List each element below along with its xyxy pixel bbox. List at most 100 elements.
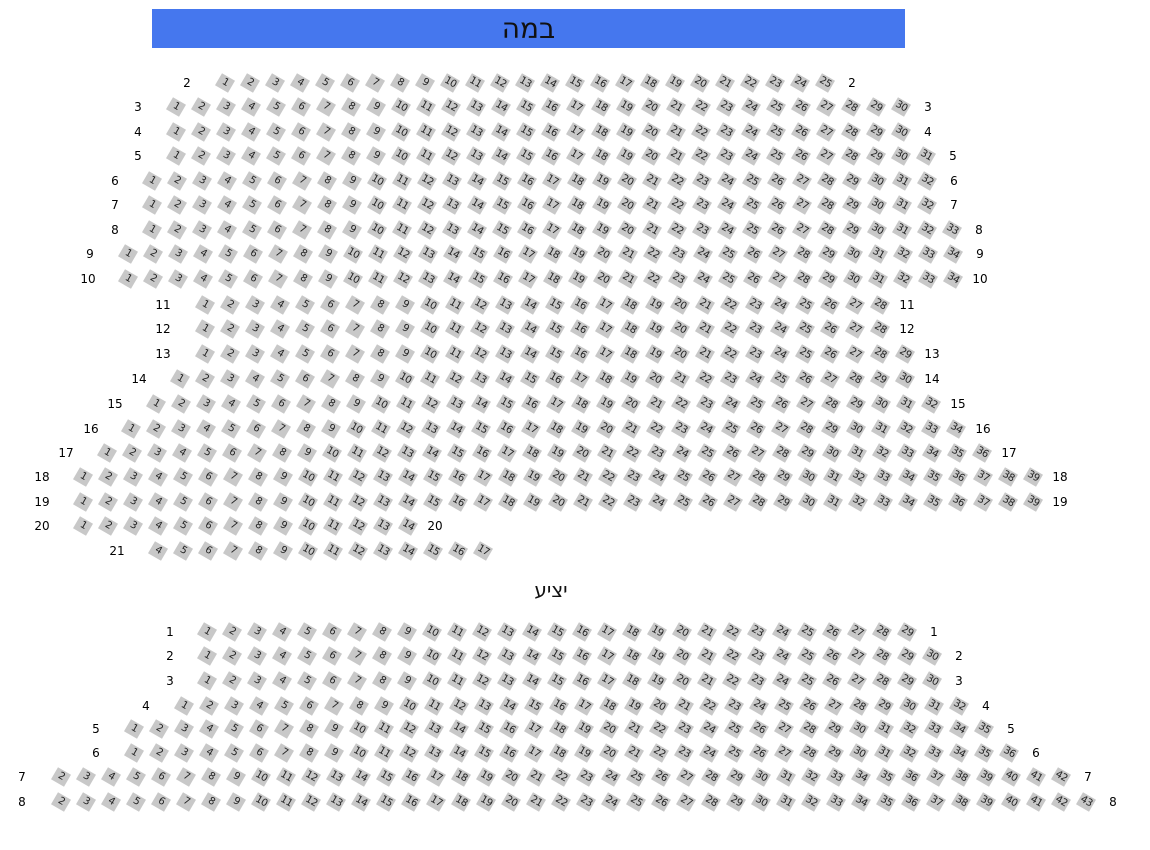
seat[interactable]: 18 [620, 295, 640, 315]
seat[interactable]: 20 [572, 443, 592, 463]
seat[interactable]: 24 [741, 122, 761, 142]
seat[interactable]: 27 [792, 171, 812, 191]
seat[interactable]: 2 [222, 622, 242, 642]
seat[interactable]: 18 [543, 244, 563, 264]
seat[interactable]: 14 [522, 671, 542, 691]
seat[interactable]: 10 [420, 295, 440, 315]
seat[interactable]: 26 [743, 269, 763, 289]
seat[interactable]: 12 [445, 369, 465, 389]
seat[interactable]: 8 [370, 295, 390, 315]
seat[interactable]: 8 [341, 97, 361, 117]
seat[interactable]: 29 [773, 467, 793, 487]
seat[interactable]: 30 [867, 220, 887, 240]
seat[interactable]: 18 [591, 122, 611, 142]
seat[interactable]: 20 [617, 220, 637, 240]
seat[interactable]: 16 [448, 541, 468, 561]
seat[interactable]: 19 [647, 622, 667, 642]
seat[interactable]: 20 [548, 492, 568, 512]
seat[interactable]: 30 [849, 719, 869, 739]
seat[interactable]: 18 [522, 443, 542, 463]
seat[interactable]: 9 [374, 696, 394, 716]
seat[interactable]: 34 [949, 743, 969, 763]
seat[interactable]: 7 [345, 319, 365, 339]
seat[interactable]: 11 [374, 719, 394, 739]
seat[interactable]: 29 [895, 344, 915, 364]
seat[interactable]: 3 [147, 443, 167, 463]
seat[interactable]: 3 [245, 319, 265, 339]
seat[interactable]: 4 [290, 73, 310, 93]
seat[interactable]: 14 [540, 73, 560, 93]
seat[interactable]: 13 [497, 671, 517, 691]
seat[interactable]: 14 [449, 743, 469, 763]
seat[interactable]: 10 [349, 743, 369, 763]
seat[interactable]: 10 [367, 220, 387, 240]
seat[interactable]: 31 [776, 767, 796, 787]
seat[interactable]: 22 [667, 220, 687, 240]
seat[interactable]: 16 [493, 244, 513, 264]
seat[interactable]: 20 [641, 97, 661, 117]
seat[interactable]: 7 [176, 767, 196, 787]
seat[interactable]: 29 [842, 220, 862, 240]
seat[interactable]: 28 [872, 646, 892, 666]
seat[interactable]: 27 [845, 295, 865, 315]
seat[interactable]: 28 [799, 719, 819, 739]
seat[interactable]: 22 [667, 195, 687, 215]
seat[interactable]: 4 [193, 244, 213, 264]
seat[interactable]: 7 [324, 696, 344, 716]
seat[interactable]: 8 [299, 719, 319, 739]
seat[interactable]: 12 [348, 467, 368, 487]
seat[interactable]: 11 [445, 319, 465, 339]
seat[interactable]: 32 [896, 419, 916, 439]
seat[interactable]: 21 [642, 171, 662, 191]
seat[interactable]: 30 [798, 492, 818, 512]
seat[interactable]: 26 [749, 743, 769, 763]
seat[interactable]: 15 [492, 220, 512, 240]
seat[interactable]: 7 [292, 195, 312, 215]
seat[interactable]: 8 [201, 792, 221, 812]
seat[interactable]: 12 [472, 646, 492, 666]
seat[interactable]: 7 [268, 244, 288, 264]
seat[interactable]: 29 [866, 146, 886, 166]
seat[interactable]: 4 [245, 369, 265, 389]
seat[interactable]: 20 [649, 696, 669, 716]
seat[interactable]: 12 [348, 541, 368, 561]
seat[interactable]: 30 [751, 767, 771, 787]
seat[interactable]: 2 [195, 369, 215, 389]
seat[interactable]: 32 [949, 696, 969, 716]
seat[interactable]: 27 [847, 622, 867, 642]
seat[interactable]: 5 [173, 492, 193, 512]
seat[interactable]: 21 [666, 97, 686, 117]
seat[interactable]: 30 [922, 671, 942, 691]
seat[interactable]: 27 [796, 394, 816, 414]
seat[interactable]: 13 [442, 195, 462, 215]
seat[interactable]: 10 [343, 244, 363, 264]
seat[interactable]: 21 [597, 443, 617, 463]
seat[interactable]: 18 [591, 97, 611, 117]
seat[interactable]: 12 [372, 443, 392, 463]
seat[interactable]: 10 [251, 792, 271, 812]
seat[interactable]: 9 [324, 719, 344, 739]
seat[interactable]: 21 [618, 269, 638, 289]
seat[interactable]: 13 [373, 516, 393, 536]
seat[interactable]: 31 [847, 443, 867, 463]
seat[interactable]: 3 [196, 394, 216, 414]
seat[interactable]: 31 [868, 269, 888, 289]
seat[interactable]: 35 [974, 719, 994, 739]
seat[interactable]: 33 [873, 467, 893, 487]
seat[interactable]: 9 [226, 792, 246, 812]
seat[interactable]: 3 [174, 719, 194, 739]
seat[interactable]: 18 [546, 419, 566, 439]
seat[interactable]: 7 [320, 369, 340, 389]
seat[interactable]: 17 [542, 171, 562, 191]
seat[interactable]: 6 [291, 97, 311, 117]
seat[interactable]: 10 [422, 671, 442, 691]
seat[interactable]: 12 [417, 220, 437, 240]
seat[interactable]: 23 [745, 295, 765, 315]
seat[interactable]: 8 [341, 146, 361, 166]
seat[interactable]: 23 [692, 171, 712, 191]
seat[interactable]: 10 [349, 719, 369, 739]
seat[interactable]: 15 [565, 73, 585, 93]
seat[interactable]: 22 [720, 344, 740, 364]
seat[interactable]: 6 [249, 743, 269, 763]
seat[interactable]: 30 [846, 419, 866, 439]
